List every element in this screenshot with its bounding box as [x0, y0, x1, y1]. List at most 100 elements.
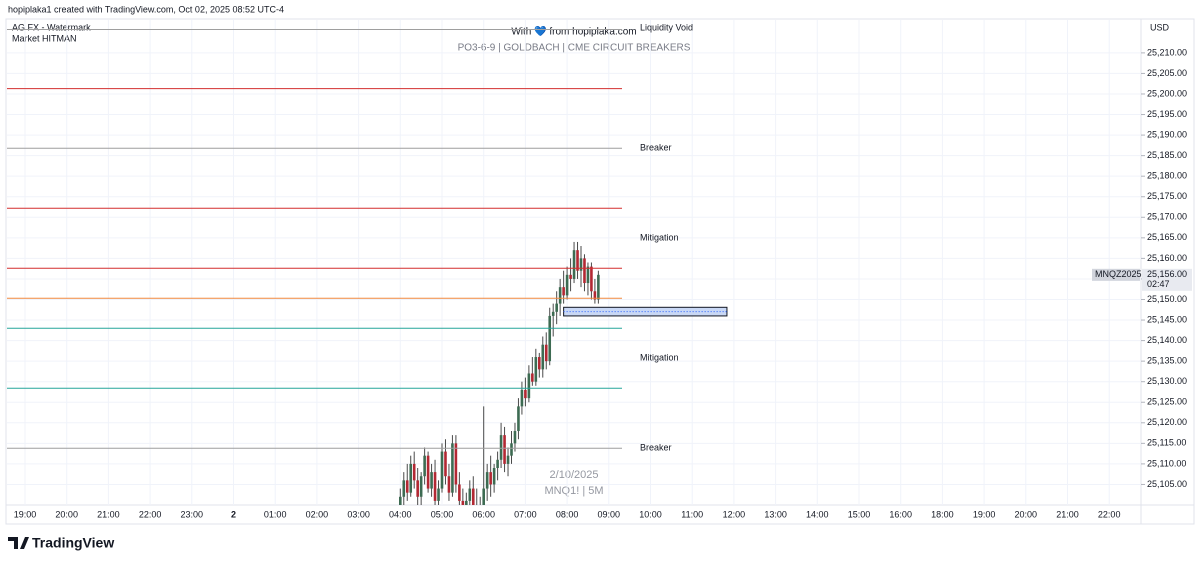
credit: With 💙 from hopiplaka.com: [511, 26, 636, 38]
candle-body: [513, 431, 517, 444]
annotation: Mitigation: [640, 233, 679, 243]
candle-body: [482, 488, 485, 505]
subtitle: PO3-6-9 | GOLDBACH | CME CIRCUIT BREAKER…: [458, 43, 691, 54]
symbol-tag-label: MNQZ2025: [1095, 269, 1142, 279]
x-tick-label: 18:00: [931, 509, 954, 519]
brand: TradingView: [32, 535, 114, 551]
x-tick-label: 12:00: [723, 509, 746, 519]
candle-body: [458, 484, 461, 501]
candle-body: [562, 287, 565, 296]
currency: USD: [1150, 22, 1170, 32]
candle-body: [405, 480, 409, 493]
date-watermark: 2/10/2025: [550, 469, 599, 481]
candle-body: [583, 258, 586, 284]
x-tick-label: 09:00: [598, 509, 621, 519]
y-tick-label: 25,195.00: [1147, 109, 1187, 119]
annotation: Mitigation: [640, 353, 679, 363]
y-tick-label: 25,150.00: [1147, 294, 1187, 304]
y-tick-label: 25,125.00: [1147, 397, 1187, 407]
x-tick-label: 11:00: [681, 509, 703, 519]
candle-body: [426, 455, 430, 489]
y-tick-label: 25,105.00: [1147, 479, 1187, 489]
frame: [5, 18, 1195, 525]
candle-body: [492, 468, 496, 485]
candle-body: [527, 373, 531, 399]
candle-body: [586, 266, 590, 284]
candle-body: [399, 496, 402, 505]
candle-body: [461, 500, 465, 505]
watermark: Market HITMAN: [12, 33, 77, 43]
annotation: Liquidity Void: [640, 23, 693, 33]
x-tick-label: 02:00: [306, 509, 329, 519]
header: hopiplaka1 created with TradingView.com,…: [8, 4, 284, 14]
candle-body: [447, 476, 451, 493]
candle-body: [409, 463, 413, 493]
candle-body: [520, 389, 524, 407]
candle-body: [597, 274, 600, 300]
y-tick-label: 25,120.00: [1147, 417, 1187, 427]
x-tick-label: 22:00: [139, 509, 162, 519]
y-tick-label: 25,180.00: [1147, 171, 1187, 181]
candle-body: [423, 455, 426, 477]
x-tick-label: 20:00: [55, 509, 78, 519]
watermark: AG FX - Watermark: [12, 22, 91, 32]
y-tick-label: 25,205.00: [1147, 68, 1187, 78]
x-tick-label: 20:00: [1015, 509, 1038, 519]
candle-body: [451, 443, 454, 493]
price-tag-label: 25,156.00: [1147, 269, 1187, 279]
candle-body: [593, 291, 597, 300]
x-tick-label: 15:00: [848, 509, 871, 519]
y-tick-label: 25,210.00: [1147, 47, 1187, 57]
candle-body: [496, 459, 499, 469]
x-tick-label: 19:00: [973, 509, 996, 519]
candle-body: [471, 488, 475, 505]
candle-body: [454, 443, 458, 485]
symbol-watermark: MNQ1! | 5M: [544, 485, 603, 497]
candle-body: [558, 287, 562, 304]
x-tick-label: 14:00: [806, 509, 829, 519]
candle-body: [534, 357, 538, 382]
candle-body: [430, 472, 433, 489]
candle-body: [468, 488, 472, 501]
logo: TradingView: [8, 535, 114, 551]
countdown: 02:47: [1147, 279, 1170, 289]
candle-body: [506, 455, 510, 464]
x-tick-label: 21:00: [97, 509, 120, 519]
y-tick-label: 25,185.00: [1147, 150, 1187, 160]
candle-body: [569, 274, 572, 279]
candle-body: [572, 250, 576, 279]
x-tick-label: 06:00: [472, 509, 495, 519]
x-tick-label: 13:00: [764, 509, 787, 519]
candle-body: [440, 451, 444, 489]
y-tick-label: 25,160.00: [1147, 253, 1187, 263]
candle-body: [538, 357, 541, 370]
y-tick-label: 25,165.00: [1147, 232, 1187, 242]
candle-body: [499, 435, 503, 460]
candle-body: [517, 406, 520, 432]
x-tick-label: 10:00: [639, 509, 662, 519]
candle-body: [565, 274, 569, 296]
candle-body: [551, 311, 555, 316]
candle-body: [416, 480, 419, 497]
symbol-tag: [1092, 268, 1140, 281]
annotation: Breaker: [640, 143, 672, 153]
y-tick-label: 25,200.00: [1147, 88, 1187, 98]
x-tick-label: 22:00: [1098, 509, 1121, 519]
logo-mark: [8, 537, 29, 549]
y-tick-label: 25,140.00: [1147, 335, 1187, 345]
y-tick-label: 25,115.00: [1147, 438, 1186, 448]
y-tick-label: 25,130.00: [1147, 376, 1187, 386]
x-tick-label: 04:00: [389, 509, 412, 519]
x-tick-label: 05:00: [431, 509, 454, 519]
candle-body: [576, 250, 579, 271]
x-tick-label: 21:00: [1056, 509, 1079, 519]
candle-body: [524, 389, 527, 399]
candle-body: [544, 344, 548, 362]
annotation: Breaker: [640, 443, 672, 453]
price-tag: [1142, 268, 1192, 291]
candle-body: [590, 266, 593, 292]
candle-body: [419, 476, 423, 497]
y-tick-label: 25,190.00: [1147, 129, 1187, 139]
y-tick-label: 25,135.00: [1147, 356, 1187, 366]
